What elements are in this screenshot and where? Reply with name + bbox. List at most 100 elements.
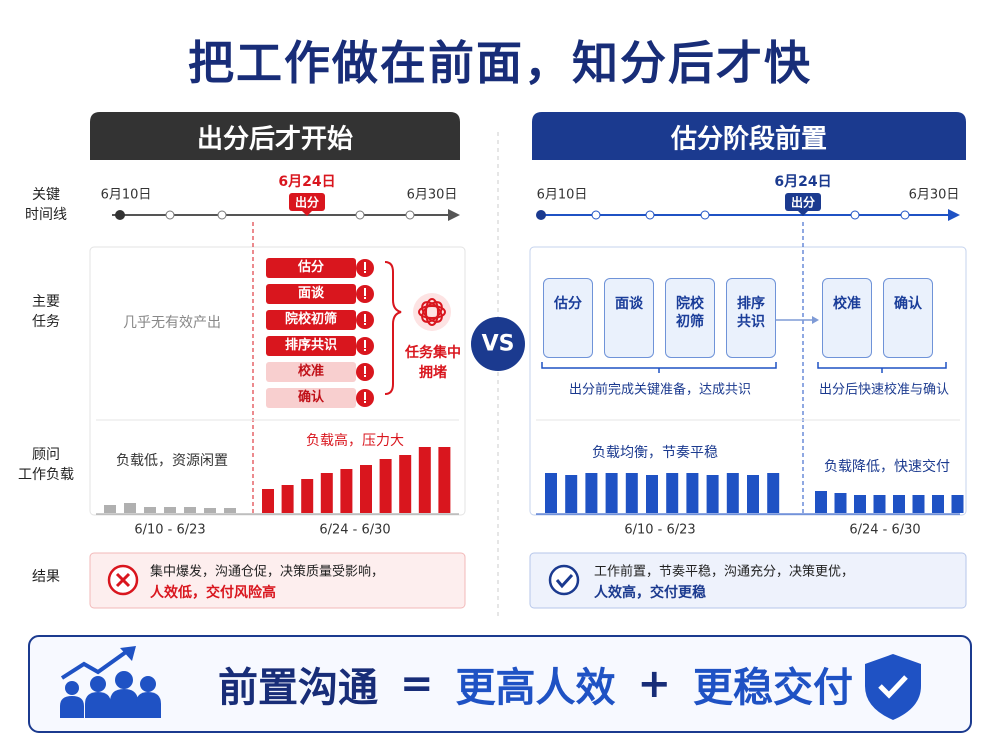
- timeline-dot: [405, 210, 415, 220]
- row-label-line: 结果: [32, 569, 60, 585]
- date-label: 6月30日: [908, 187, 960, 203]
- check-icon: [548, 564, 580, 596]
- task-card: 确认: [883, 278, 933, 358]
- load-bar: [164, 507, 176, 513]
- task: 确认: [266, 388, 356, 408]
- task: 估分: [266, 258, 356, 278]
- bracket: [541, 362, 777, 373]
- result-text: 人效高，交付更稳: [594, 585, 706, 601]
- timeline-dot: [591, 210, 601, 220]
- period-label: 6/24 - 6/30: [319, 522, 391, 538]
- load-bar: [204, 508, 216, 513]
- load-bar: [399, 455, 412, 513]
- timeline-arrow: [948, 209, 960, 221]
- alert-mark: [364, 288, 366, 296]
- load-bar: [646, 475, 658, 513]
- load-bar: [625, 473, 638, 513]
- row-label-line: 工作负载: [18, 467, 74, 483]
- congestion-icon: [413, 293, 451, 331]
- cross-mark: [115, 572, 131, 588]
- load-label: 负载高，压力大: [306, 433, 404, 449]
- date-label: 6月10日: [536, 187, 588, 203]
- result-text: 人效低，交付风险高: [150, 585, 276, 601]
- load-bar: [301, 479, 314, 513]
- task-text: 院校初筛: [676, 296, 704, 330]
- row-label-line: 任务: [32, 314, 60, 330]
- row-label-line: 顾问: [32, 447, 60, 463]
- load-bar: [726, 473, 739, 513]
- date-label: 6月24日: [774, 174, 832, 190]
- right-header-bg: [532, 112, 966, 160]
- alert-mark: [364, 314, 366, 322]
- load-bar: [747, 475, 759, 513]
- load-bar: [379, 459, 392, 513]
- tag-pointer: [302, 211, 312, 216]
- crowd-label: 任务集中: [405, 345, 461, 361]
- right-result-box: [529, 552, 967, 609]
- row-label-line: 关键: [32, 187, 60, 203]
- tag: 出分: [790, 195, 816, 210]
- bars: [104, 447, 964, 513]
- load-bar: [262, 489, 274, 513]
- alert-mark: [364, 297, 366, 299]
- task-text: 排序共识: [737, 296, 765, 330]
- task: 排序共识: [266, 336, 356, 356]
- footer-op: +: [637, 661, 672, 707]
- load-bar: [686, 473, 699, 513]
- task-text: 确认: [894, 296, 922, 312]
- flow-arrowhead: [812, 316, 819, 324]
- row-label: 顾问 工作负载: [18, 445, 74, 485]
- load-bar: [320, 473, 333, 513]
- load-bar: [854, 495, 866, 513]
- task-text: 校准: [833, 296, 861, 312]
- alert-mark: [364, 366, 366, 374]
- timeline-dot: [700, 210, 710, 220]
- load-bar: [605, 473, 618, 513]
- task-card: 面谈: [604, 278, 654, 358]
- left-header-bg: [90, 112, 460, 160]
- bracket: [817, 362, 947, 373]
- vs: VS: [481, 331, 515, 357]
- shield-check: [878, 675, 908, 699]
- row-label-line: 时间线: [25, 207, 67, 223]
- result-text: 工作前置，节奏平稳，沟通充分，决策更优，: [594, 564, 855, 580]
- timeline-dot: [115, 210, 125, 220]
- load-bar: [124, 503, 136, 513]
- load-bar: [951, 495, 964, 513]
- footer-op: =: [400, 661, 434, 707]
- team-icon: [60, 646, 161, 718]
- alert-mark: [364, 392, 366, 400]
- alert-mark: [364, 375, 366, 377]
- load-label: 负载均衡，节奏平稳: [592, 445, 718, 461]
- load-bar: [438, 447, 451, 513]
- load-bar: [834, 493, 847, 513]
- load-bar: [224, 508, 236, 513]
- row-label: 主要 任务: [32, 292, 60, 332]
- footer-box: [28, 635, 972, 733]
- load-bar: [281, 485, 294, 513]
- task: 校准: [266, 362, 356, 382]
- load-bar: [873, 495, 886, 513]
- task-card: 院校初筛: [665, 278, 715, 358]
- load-label: 负载低，资源闲置: [116, 453, 228, 469]
- timeline-dot: [355, 210, 365, 220]
- load-bar: [184, 507, 196, 513]
- date-label: 6月24日: [278, 174, 336, 190]
- load-bar: [144, 507, 156, 513]
- load-bar: [666, 473, 679, 513]
- timeline-dot: [217, 210, 227, 220]
- footer-term: 前置沟通: [218, 665, 378, 711]
- alert-mark: [364, 271, 366, 273]
- period-label: 6/24 - 6/30: [849, 522, 921, 538]
- load-bar: [340, 469, 353, 513]
- timeline-dot: [850, 210, 860, 220]
- load-bar: [815, 491, 827, 513]
- load-bar: [893, 495, 905, 513]
- period-label: 6/10 - 6/23: [134, 522, 206, 538]
- note: 几乎无有效产出: [123, 315, 221, 331]
- task: 院校初筛: [266, 310, 356, 330]
- brace: [384, 261, 402, 395]
- task-card: 校准: [822, 278, 872, 358]
- timeline-dot: [645, 210, 655, 220]
